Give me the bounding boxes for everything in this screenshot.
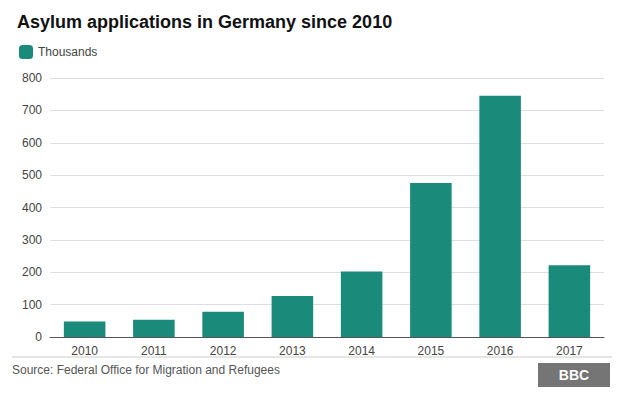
svg-text:0: 0 <box>35 330 42 344</box>
svg-text:2016: 2016 <box>487 344 514 358</box>
svg-text:500: 500 <box>22 168 42 182</box>
svg-text:2015: 2015 <box>418 344 445 358</box>
svg-text:2010: 2010 <box>71 344 98 358</box>
svg-text:Asylum applications in Germany: Asylum applications in Germany since 201… <box>17 12 392 32</box>
svg-text:BBC: BBC <box>559 367 589 383</box>
svg-text:800: 800 <box>22 71 42 85</box>
svg-text:2013: 2013 <box>279 344 306 358</box>
svg-text:700: 700 <box>22 103 42 117</box>
svg-text:2011: 2011 <box>141 344 167 358</box>
svg-text:Thousands: Thousands <box>38 45 97 59</box>
svg-text:100: 100 <box>22 298 42 312</box>
svg-text:300: 300 <box>22 233 42 247</box>
svg-text:400: 400 <box>22 201 42 215</box>
svg-text:2014: 2014 <box>348 344 375 358</box>
svg-text:Source: Federal Office for Mig: Source: Federal Office for Migration and… <box>12 363 280 377</box>
svg-text:2012: 2012 <box>210 344 237 358</box>
svg-text:2017: 2017 <box>556 344 583 358</box>
svg-text:200: 200 <box>22 265 42 279</box>
svg-text:600: 600 <box>22 136 42 150</box>
